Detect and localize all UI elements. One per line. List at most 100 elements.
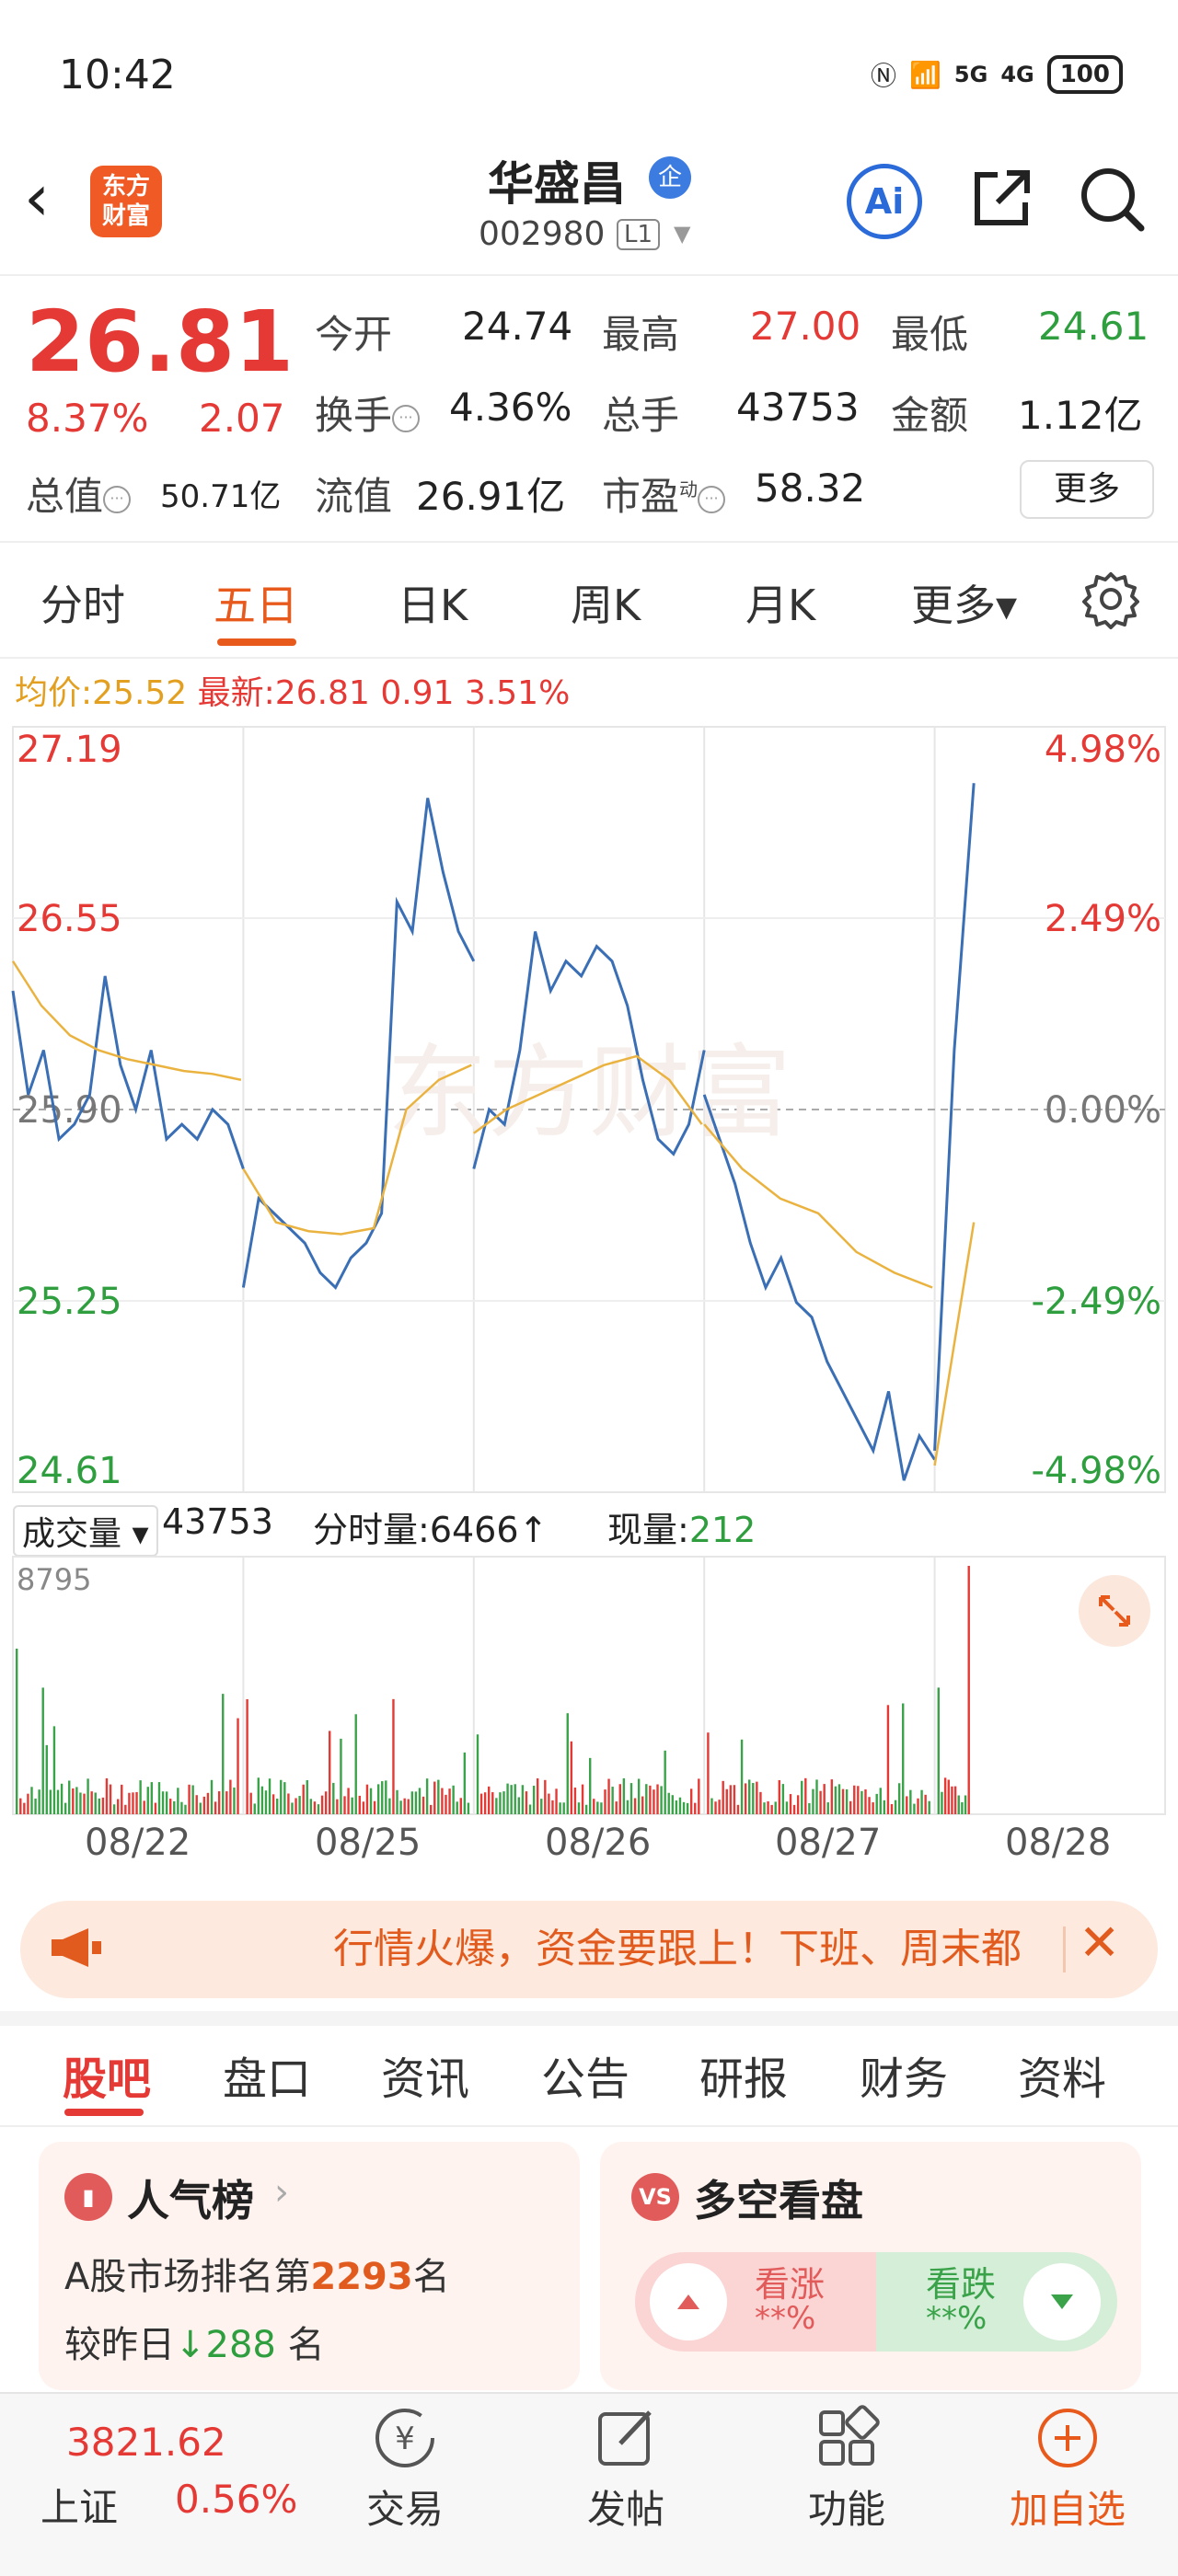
volume-bar — [532, 1785, 536, 1814]
volume-bar — [463, 1752, 467, 1814]
close-icon[interactable]: ✕ — [1079, 1914, 1121, 1972]
volume-bar — [710, 1798, 713, 1814]
tab-news[interactable]: 资讯 — [381, 2053, 470, 2105]
price-line — [933, 783, 976, 1451]
volume-bar — [340, 1738, 342, 1814]
volume-bar — [767, 1800, 769, 1814]
volume-bar — [237, 1718, 239, 1814]
volume-bar — [589, 1757, 592, 1814]
volume-bar — [570, 1741, 573, 1814]
popularity-card[interactable] — [39, 2142, 580, 2390]
volume-bar — [514, 1784, 516, 1814]
volume-bar — [132, 1792, 134, 1814]
trade-icon[interactable]: ¥ — [368, 2401, 442, 2475]
volume-bar — [191, 1785, 194, 1814]
y-tick-label: 26.55 — [17, 898, 122, 940]
tab-announcements[interactable]: 公告 — [541, 2053, 630, 2105]
volume-bar — [521, 1785, 525, 1814]
search-icon[interactable] — [1077, 164, 1147, 234]
add-circle-icon[interactable] — [1031, 2401, 1104, 2475]
arrow-down-icon[interactable] — [1023, 2263, 1101, 2340]
gear-icon[interactable] — [1080, 569, 1141, 629]
volume-bar — [410, 1791, 414, 1814]
volume-bar — [298, 1796, 301, 1814]
volume-bar — [736, 1804, 740, 1814]
tab-profile[interactable]: 资料 — [1018, 2053, 1107, 2105]
volume-bar — [87, 1778, 89, 1814]
date-label: 08/28 — [1005, 1822, 1112, 1864]
volume-bar — [291, 1802, 294, 1814]
nav-post[interactable]: 发帖 — [586, 2487, 664, 2532]
arrow-up-icon[interactable] — [650, 2263, 727, 2340]
level-badge[interactable]: L1 — [617, 219, 661, 250]
volume-bar — [714, 1801, 717, 1814]
volume-bar — [804, 1777, 807, 1814]
tab-five-day[interactable]: 五日 — [214, 581, 298, 630]
volume-bar — [260, 1786, 264, 1814]
tab-research[interactable]: 研报 — [699, 2053, 789, 2105]
volume-bar — [967, 1566, 970, 1814]
volume-bar — [953, 1786, 957, 1814]
volume-chart[interactable]: 8795 — [0, 1555, 1178, 1831]
volume-bar — [812, 1788, 814, 1814]
share-icon[interactable] — [966, 164, 1036, 234]
index-change[interactable]: 0.56% — [175, 2477, 298, 2522]
volume-bar — [834, 1786, 837, 1814]
volume-bar — [253, 1803, 256, 1814]
volume-bar — [381, 1781, 384, 1814]
info-icon: ··· — [392, 404, 421, 432]
price-chart[interactable]: 东方财富 27.19 4.98% 26.55 2.49% 25.90 0.00% 25.25 -… — [0, 723, 1178, 1496]
tab-monthly-k[interactable]: 月K — [745, 581, 816, 630]
ai-button[interactable]: Ai — [847, 164, 922, 239]
volume-bar — [792, 1804, 796, 1814]
nav-trade[interactable]: 交易 — [365, 2487, 444, 2532]
volume-selector[interactable]: 成交量 ▾ — [13, 1505, 158, 1557]
tab-daily-k[interactable]: 日K — [398, 581, 468, 630]
volume-bar — [660, 1786, 663, 1814]
volume-bar — [671, 1795, 675, 1814]
volume-bar — [551, 1800, 554, 1814]
volume-bar — [351, 1797, 353, 1814]
apps-icon[interactable] — [810, 2401, 884, 2475]
volume-bar — [83, 1793, 86, 1814]
promo-banner[interactable] — [20, 1901, 1158, 1998]
volume-bar — [562, 1802, 565, 1814]
tab-more[interactable]: 更多▾ — [911, 581, 1018, 630]
volume-bar — [756, 1781, 758, 1814]
volume-bar — [890, 1803, 894, 1814]
volume-bar — [184, 1804, 187, 1814]
tab-finance[interactable]: 财务 — [860, 2053, 949, 2105]
volume-bar — [819, 1790, 822, 1814]
post-icon[interactable] — [589, 2401, 663, 2475]
back-button[interactable]: ‹ — [24, 160, 50, 236]
divider — [0, 541, 1178, 543]
nav-add-watchlist[interactable]: 加自选 — [1009, 2487, 1126, 2532]
tab-intraday[interactable]: 分时 — [40, 581, 125, 630]
open-label: 今开 — [315, 312, 393, 357]
volume-bar — [637, 1778, 641, 1814]
index-value[interactable]: 3821.62 — [66, 2420, 226, 2465]
tab-orderbook[interactable]: 盘口 — [223, 2053, 312, 2105]
avg-price-row: 均价:25.52 最新:26.81 0.91 3.51% — [15, 674, 571, 712]
chevron-down-icon[interactable]: ▼ — [674, 221, 691, 247]
expand-button[interactable] — [1079, 1575, 1150, 1647]
more-button[interactable]: 更多 — [1020, 460, 1154, 519]
volume-bar — [476, 1734, 479, 1814]
volume-bar — [528, 1804, 532, 1814]
volume-bar — [845, 1788, 849, 1814]
banner-text[interactable]: 行情火爆，资金要跟上！下班、周末都 — [333, 1926, 1022, 1972]
volume-bar — [924, 1794, 927, 1814]
index-name[interactable]: 上证 — [40, 2485, 119, 2530]
popularity-rank: A股市场排名第2293名 — [64, 2256, 450, 2298]
tab-forum[interactable]: 股吧 — [63, 2053, 152, 2105]
volume-bar — [347, 1788, 350, 1814]
volume-bar — [407, 1799, 410, 1814]
pe-value: 58.32 — [755, 466, 866, 511]
volume-bar — [222, 1694, 225, 1814]
nav-functions[interactable]: 功能 — [807, 2487, 885, 2532]
current-volume: 现量:212 — [607, 1510, 756, 1550]
tab-weekly-k[interactable]: 周K — [571, 581, 641, 630]
volume-bar — [483, 1792, 487, 1814]
volume-bar — [320, 1795, 324, 1814]
pe-label: 市盈动 ··· — [602, 466, 726, 522]
